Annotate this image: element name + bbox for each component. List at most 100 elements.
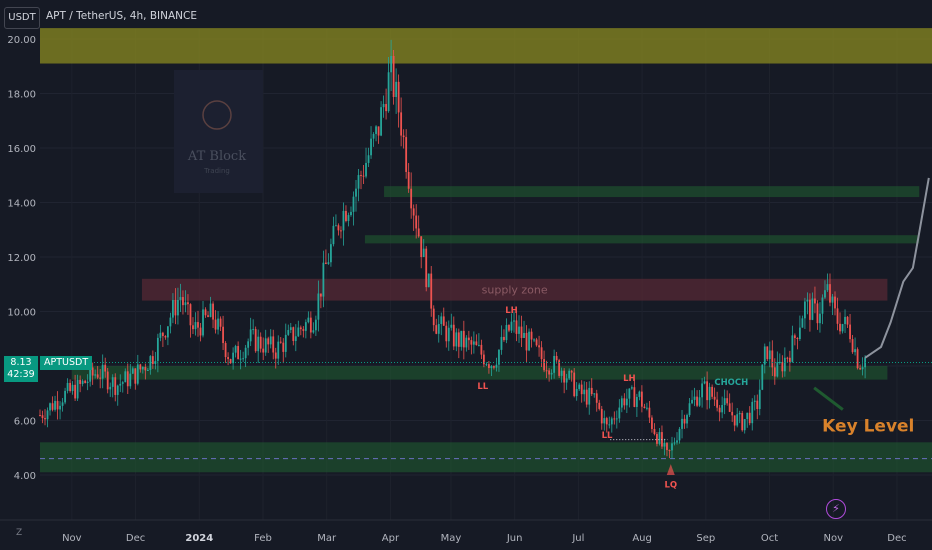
candle-body xyxy=(252,329,255,331)
candle-body xyxy=(425,248,428,288)
candle-body xyxy=(821,297,824,314)
candle-body xyxy=(593,393,596,395)
candle-body xyxy=(66,382,69,391)
x-axis[interactable]: Nov Dec 2024 Feb Mar Apr May Jun Jul Aug Sep Oct Nov… xyxy=(0,519,932,544)
candle-body xyxy=(264,338,267,353)
candle-body xyxy=(119,383,122,386)
candle-body xyxy=(555,355,558,361)
y-tick-label: 16.00 xyxy=(7,144,36,155)
candle-body xyxy=(535,339,538,346)
candle-body xyxy=(756,400,759,410)
y-tick-label: 18.00 xyxy=(7,90,36,101)
current-price: 8.13 xyxy=(10,357,32,368)
candle-body xyxy=(232,352,235,364)
candle-body xyxy=(124,371,127,383)
candle-body xyxy=(688,403,691,416)
candle-body xyxy=(282,342,285,352)
candle-body xyxy=(39,415,41,417)
candle-body xyxy=(635,396,638,407)
candle-body xyxy=(523,332,525,338)
y-axis[interactable]: 20.00 18.00 16.00 14.00 12.00 10.00 6.00 4.00 xyxy=(7,35,36,482)
candle-body xyxy=(477,344,480,346)
candle-body xyxy=(254,329,257,352)
candle-body xyxy=(610,418,613,425)
candle-body xyxy=(325,262,327,264)
candle-body xyxy=(375,126,377,134)
zone-demand xyxy=(71,366,888,380)
candle-body xyxy=(277,341,280,359)
candle-body xyxy=(824,290,826,298)
candle-body xyxy=(676,440,678,443)
candle-body xyxy=(214,319,217,330)
candle-body xyxy=(648,407,651,418)
candle-body xyxy=(630,387,633,389)
candle-body xyxy=(696,396,698,406)
candle-body xyxy=(189,304,192,326)
annotations-layer: LH LL LH LL LQ CHOCH Key Level xyxy=(477,306,914,490)
candle-body xyxy=(385,104,387,112)
lightning-bolt-icon[interactable]: ⚡ xyxy=(826,499,846,519)
candle-body xyxy=(284,334,287,352)
candle-body xyxy=(141,366,144,370)
quote-currency-badge[interactable]: USDT xyxy=(4,7,40,29)
candle-body xyxy=(482,354,485,365)
candle-body xyxy=(666,443,668,451)
candle-body xyxy=(197,322,199,328)
candle-body xyxy=(570,370,573,373)
candle-body xyxy=(798,327,801,339)
candle-body xyxy=(432,308,435,326)
candle-body xyxy=(585,389,588,405)
chart-title: APT / TetherUS, 4h, BINANCE xyxy=(46,10,197,22)
annotation-label: LL xyxy=(602,431,613,441)
candle-body xyxy=(267,338,270,345)
candle-body xyxy=(528,331,530,351)
candle-body xyxy=(671,443,673,451)
candle-body xyxy=(653,428,656,435)
candle-body xyxy=(187,302,189,305)
candle-body xyxy=(237,346,240,360)
candle-body xyxy=(154,360,157,365)
y-tick-label: 6.00 xyxy=(14,417,36,428)
candle-body xyxy=(839,323,841,332)
candle-body xyxy=(841,324,844,332)
candle-body xyxy=(169,317,172,327)
candle-body xyxy=(663,443,666,447)
candle-body xyxy=(440,316,443,324)
candle-body xyxy=(776,362,779,377)
candle-body xyxy=(347,215,350,222)
candle-body xyxy=(242,358,245,360)
candle-body xyxy=(99,377,102,379)
candle-body xyxy=(513,320,515,322)
candle-body xyxy=(410,188,413,209)
candle-body xyxy=(608,424,611,426)
candle-body xyxy=(485,364,488,366)
candle-body xyxy=(387,72,390,112)
candle-body xyxy=(681,418,683,429)
candle-body xyxy=(615,418,618,420)
candle-body xyxy=(731,411,734,416)
candle-body xyxy=(330,244,332,263)
candle-body xyxy=(447,327,450,342)
logo-subtext: Trading xyxy=(203,167,230,175)
candle-body xyxy=(86,381,89,383)
candle-body xyxy=(716,399,719,408)
candle-body xyxy=(861,367,864,370)
candle-body xyxy=(498,349,500,365)
candle-body xyxy=(859,368,861,370)
key-level-arrow xyxy=(813,386,844,411)
candle-body xyxy=(856,349,859,369)
candle-body xyxy=(179,297,182,300)
candle-body xyxy=(442,316,445,326)
candle-body xyxy=(703,381,706,384)
x-tick-label: Jul xyxy=(571,533,584,544)
candle-body xyxy=(470,340,473,345)
annotation-label: Key Level xyxy=(822,416,914,436)
candle-body xyxy=(64,390,66,403)
candle-body xyxy=(397,81,400,113)
candle-body xyxy=(638,391,641,397)
zoom-reset-button[interactable]: Z xyxy=(16,528,23,538)
candle-body xyxy=(826,284,829,291)
candle-body xyxy=(207,315,209,317)
candle-body xyxy=(227,357,229,360)
